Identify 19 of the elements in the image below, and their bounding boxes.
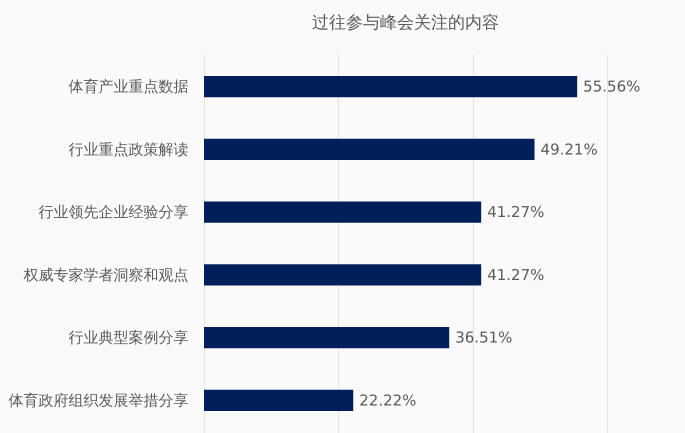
bar xyxy=(204,390,354,412)
bar xyxy=(204,138,535,160)
y-tick-label: 体育产业重点数据 xyxy=(68,78,188,96)
bar xyxy=(204,264,482,286)
y-tick-label: 权威专家学者洞察和观点 xyxy=(22,266,188,284)
data-label: 41.27% xyxy=(487,266,544,284)
data-label: 36.51% xyxy=(455,328,512,347)
chart-title: 过往参与峰会关注的内容 xyxy=(312,13,499,33)
y-tick-label: 体育政府组织发展举措分享 xyxy=(8,391,188,410)
data-label: 49.21% xyxy=(540,140,598,158)
y-tick-label: 行业重点政策解读 xyxy=(68,140,188,158)
data-label: 55.56% xyxy=(583,78,640,96)
bar xyxy=(204,76,578,98)
bar xyxy=(204,326,450,348)
y-tick-label: 行业领先企业经验分享 xyxy=(38,203,188,222)
data-label: 22.22% xyxy=(359,391,416,410)
bar xyxy=(204,201,482,223)
data-label: 41.27% xyxy=(487,203,544,222)
y-tick-label: 行业典型案例分享 xyxy=(68,328,188,347)
